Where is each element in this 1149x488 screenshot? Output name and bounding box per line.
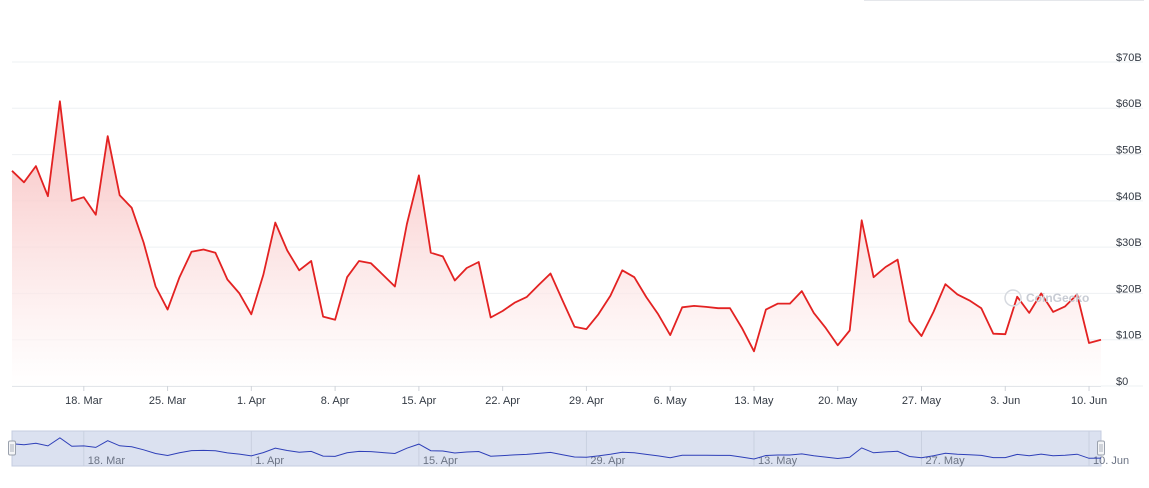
x-tick-label: 29. Apr — [569, 395, 604, 407]
x-tick-label: 25. Mar — [149, 395, 187, 407]
y-tick-label: $40B — [1116, 191, 1142, 203]
navigator-tick-label: 10. Jun — [1093, 455, 1129, 467]
x-tick-label: 6. May — [654, 395, 688, 407]
volume-area-fill — [12, 101, 1101, 386]
plot-area — [12, 101, 1101, 386]
x-tick-label: 8. Apr — [321, 395, 350, 407]
navigator-tick-label: 27. May — [925, 455, 965, 467]
x-tick-label: 18. Mar — [65, 395, 103, 407]
navigator-tick-label: 29. Apr — [590, 455, 625, 467]
y-tick-label: $60B — [1116, 98, 1142, 110]
x-tick-label: 3. Jun — [990, 395, 1020, 407]
y-tick-label: $0 — [1116, 376, 1128, 388]
x-tick-label: 15. Apr — [401, 395, 436, 407]
navigator-tick-label: 15. Apr — [423, 455, 458, 467]
x-tick-label: 27. May — [902, 395, 942, 407]
y-tick-label: $70B — [1116, 52, 1142, 64]
x-tick-label: 10. Jun — [1071, 395, 1107, 407]
x-axis-ticks: 18. Mar 25. Mar 1. Apr 8. Apr 15. Apr 22. Apr… — [12, 386, 1107, 407]
navigator-tick-label: 18. Mar — [88, 455, 126, 467]
navigator-left-handle[interactable] — [9, 441, 16, 455]
y-axis-ticks: $0 $10B $20B $30B $40B $50B $60B $70B — [1116, 52, 1142, 388]
x-tick-label: 13. May — [734, 395, 774, 407]
navigator-right-handle[interactable] — [1098, 441, 1105, 455]
x-tick-label: 22. Apr — [485, 395, 520, 407]
y-tick-label: $30B — [1116, 237, 1142, 249]
range-navigator[interactable]: 18. Mar 1. Apr 15. Apr 29. Apr 13. May 27. Ma… — [9, 431, 1130, 467]
navigator-tick-label: 1. Apr — [255, 455, 284, 467]
y-tick-label: $50B — [1116, 144, 1142, 156]
x-tick-label: 1. Apr — [237, 395, 266, 407]
watermark-text: CoinGecko — [1026, 291, 1089, 305]
y-tick-label: $10B — [1116, 330, 1142, 342]
top-divider — [864, 0, 1144, 1]
navigator-tick-label: 13. May — [758, 455, 798, 467]
y-tick-label: $20B — [1116, 283, 1142, 295]
x-tick-label: 20. May — [818, 395, 858, 407]
